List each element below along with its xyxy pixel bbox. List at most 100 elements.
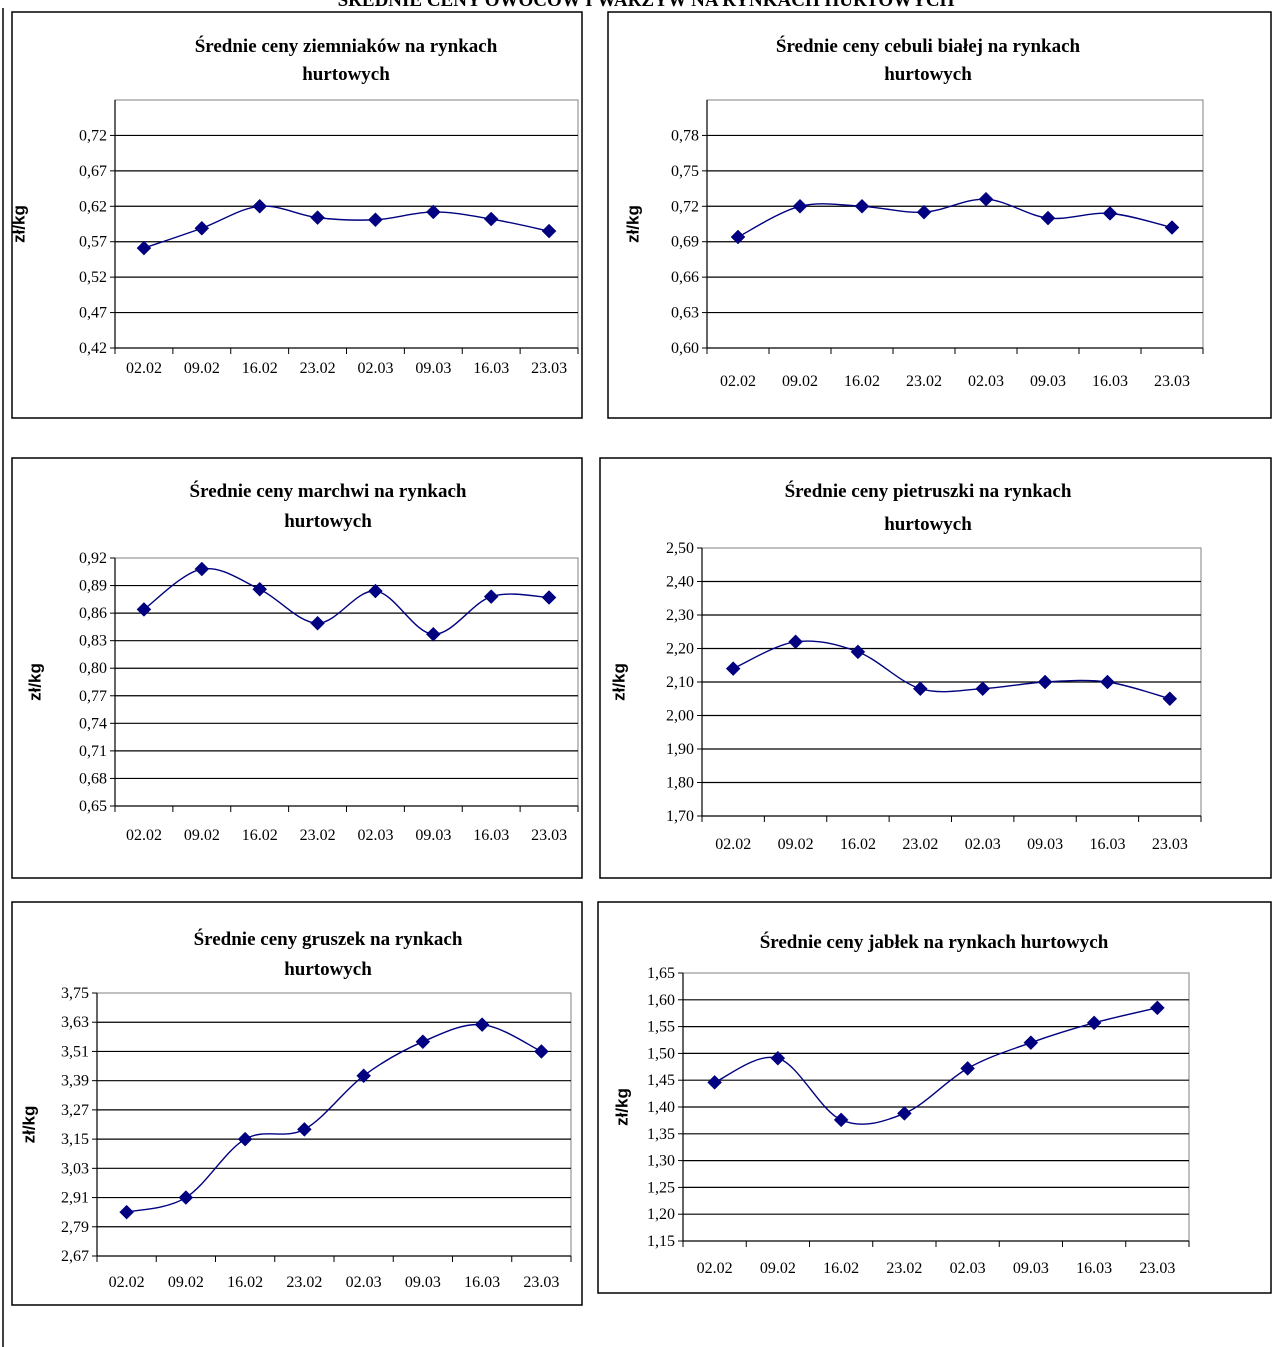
y-tick-label: 3,75	[61, 985, 89, 1002]
x-tick-label: 02.02	[697, 1260, 733, 1277]
data-point	[474, 1017, 490, 1033]
data-point	[978, 191, 994, 207]
data-point	[897, 1106, 912, 1121]
y-tick-label: 0,92	[79, 550, 107, 567]
chart-frame	[597, 901, 1272, 1294]
y-tick-label: 1,70	[666, 808, 694, 825]
y-tick-label: 3,03	[61, 1160, 89, 1177]
data-point	[483, 211, 499, 227]
y-axis-label: zł/kg	[25, 663, 44, 701]
y-tick-label: 1,25	[647, 1179, 675, 1196]
x-tick-label: 02.03	[965, 836, 1001, 853]
data-point	[297, 1122, 312, 1137]
y-tick-label: 3,51	[61, 1043, 89, 1060]
chart-title-line: hurtowych	[302, 64, 390, 85]
x-tick-label: 16.02	[242, 827, 278, 844]
y-tick-label: 0,89	[79, 578, 107, 595]
chart-frame	[599, 457, 1272, 879]
x-tick-label: 16.03	[1092, 373, 1128, 390]
y-tick-label: 0,42	[79, 340, 107, 357]
x-tick-label: 09.03	[1027, 836, 1063, 853]
chart-frame	[607, 11, 1272, 419]
x-tick-label: 16.02	[840, 836, 876, 853]
y-tick-label: 2,50	[666, 540, 694, 557]
data-point	[792, 198, 808, 214]
data-point	[770, 1050, 786, 1066]
x-tick-label: 23.02	[886, 1260, 922, 1277]
x-tick-label: 09.03	[415, 827, 451, 844]
x-tick-label: 02.02	[109, 1274, 145, 1291]
data-point	[1100, 674, 1115, 690]
y-tick-label: 2,79	[61, 1219, 89, 1236]
x-tick-label: 23.02	[300, 827, 336, 844]
x-tick-label: 23.03	[531, 360, 567, 377]
y-tick-label: 1,65	[647, 965, 675, 982]
data-point	[237, 1131, 253, 1147]
y-tick-label: 2,67	[61, 1248, 89, 1265]
x-tick-label: 02.02	[715, 836, 751, 853]
chart-title-line: hurtowych	[884, 64, 972, 85]
y-axis-label: zł/kg	[612, 1088, 631, 1126]
x-tick-label: 09.03	[405, 1274, 441, 1291]
data-point	[425, 204, 441, 220]
x-tick-label: 09.02	[782, 373, 818, 390]
x-tick-label: 23.03	[1139, 1260, 1175, 1277]
x-tick-label: 23.03	[531, 827, 567, 844]
y-tick-label: 3,39	[61, 1073, 89, 1090]
chart-title-line: Średnie ceny gruszek na rynkach	[194, 928, 463, 950]
x-tick-label: 09.02	[184, 360, 220, 377]
x-tick-label: 16.02	[823, 1260, 859, 1277]
page-title: ŚREDNIE CENY OWOCÓW I WARZYW NA RYNKACH …	[338, 0, 955, 11]
x-tick-label: 16.03	[1089, 836, 1125, 853]
data-point	[960, 1061, 975, 1076]
x-tick-label: 09.03	[415, 360, 451, 377]
y-tick-label: 0,67	[79, 163, 107, 180]
x-tick-label: 16.02	[844, 373, 880, 390]
chart-1: Średnie ceny ziemniaków na rynkach hurtow…	[9, 11, 583, 419]
x-tick-label: 16.03	[1076, 1260, 1112, 1277]
y-tick-label: 0,71	[79, 743, 107, 760]
chart-2: Średnie ceny cebuli białej na rynkach hur…	[607, 11, 1272, 419]
y-tick-label: 0,86	[79, 605, 107, 622]
y-axis-label: zł/kg	[623, 205, 642, 243]
y-tick-label: 0,62	[79, 198, 107, 215]
y-tick-label: 0,77	[79, 688, 107, 705]
data-point	[1037, 674, 1053, 690]
data-point	[136, 602, 152, 617]
chart-4: Średnie ceny pietruszki na rynkach hurtow…	[599, 457, 1272, 879]
y-tick-label: 0,66	[671, 269, 699, 286]
y-tick-label: 1,60	[647, 992, 675, 1009]
x-tick-label: 23.02	[906, 373, 942, 390]
data-point	[854, 198, 870, 214]
data-point	[136, 240, 152, 256]
chart-title-line: Średnie ceny marchwi na rynkach	[190, 480, 467, 502]
data-point	[356, 1068, 371, 1084]
data-point	[252, 581, 268, 597]
y-tick-label: 1,90	[666, 741, 694, 758]
y-tick-label: 0,63	[671, 305, 699, 322]
x-tick-label: 09.02	[778, 836, 814, 853]
chart-title-line: Średnie ceny cebuli białej na rynkach	[776, 35, 1081, 57]
data-point	[310, 615, 325, 631]
chart-frame	[11, 11, 583, 419]
chart-frame	[11, 901, 583, 1306]
chart-5: Średnie ceny gruszek na rynkach hurtowych…	[11, 901, 583, 1306]
y-tick-label: 0,83	[79, 633, 107, 650]
x-tick-label: 23.02	[286, 1274, 322, 1291]
chart-title-line: hurtowych	[284, 959, 372, 980]
chart-title-line: hurtowych	[284, 511, 372, 532]
data-point	[788, 634, 803, 650]
y-tick-label: 0,57	[79, 234, 107, 251]
data-point	[119, 1204, 134, 1220]
y-tick-label: 2,91	[61, 1190, 89, 1207]
x-tick-label: 02.03	[968, 373, 1004, 390]
x-tick-label: 16.03	[473, 360, 509, 377]
data-point	[833, 1112, 849, 1128]
data-point	[1102, 206, 1118, 221]
y-tick-label: 0,72	[671, 198, 699, 215]
data-point	[483, 589, 499, 604]
y-tick-label: 0,68	[79, 770, 107, 787]
y-tick-label: 1,35	[647, 1126, 675, 1143]
x-tick-label: 02.02	[720, 373, 756, 390]
